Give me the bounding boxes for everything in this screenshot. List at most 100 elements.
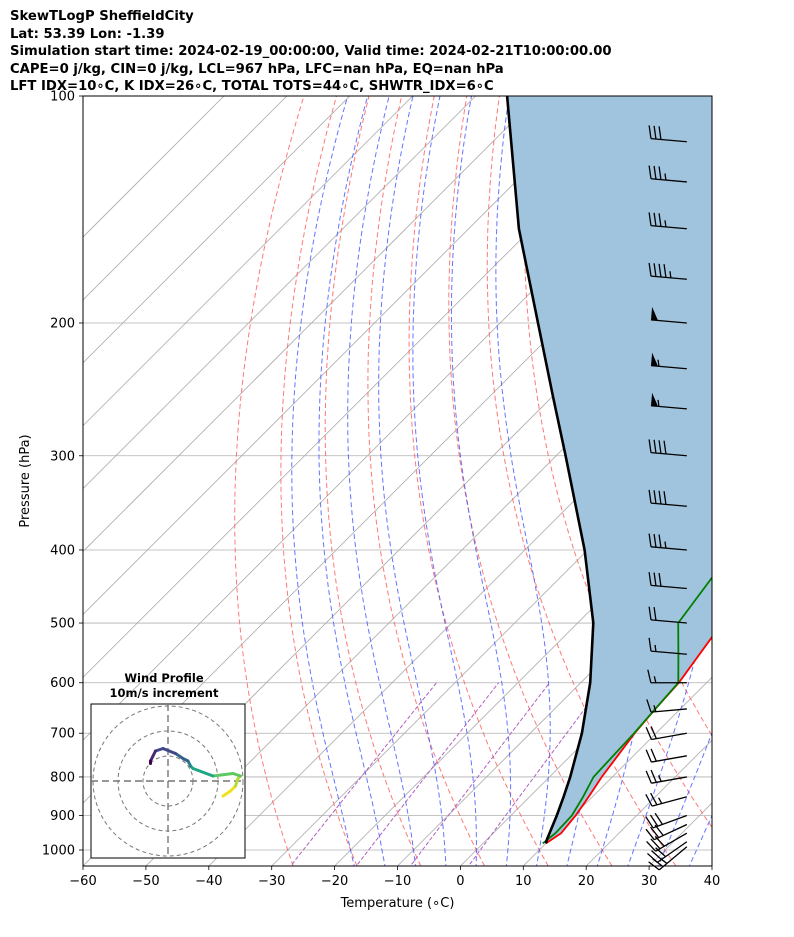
barb-full <box>658 213 662 227</box>
dry-adiabat <box>760 96 794 866</box>
barb-half <box>658 775 662 782</box>
isotherm-line <box>83 96 225 238</box>
dry-adiabat <box>727 96 794 866</box>
barb-staff <box>651 755 687 763</box>
barb-full <box>645 816 654 829</box>
isotherm-line <box>334 488 712 866</box>
y-tick-label: 100 <box>50 90 75 105</box>
moist-adiabat <box>627 96 712 866</box>
isotherm-line <box>397 550 712 866</box>
barb-half <box>657 359 660 367</box>
moist-adiabat <box>291 96 355 866</box>
axes: −60 −50 −40 −30 −20 −10 0 10 20 30 40 100 200 300 400 5… <box>18 90 720 912</box>
x-tick-label: 10 <box>515 874 532 889</box>
wind-barb <box>648 533 687 551</box>
hodograph-subtitle: 10m/s increment <box>110 686 219 700</box>
barb-full <box>663 440 667 455</box>
barb-staff <box>650 584 687 590</box>
barb-staff <box>650 619 687 624</box>
isotherm-line <box>711 865 712 866</box>
mixing-ratio-line <box>355 682 499 866</box>
barb-full <box>650 769 657 783</box>
barb-half <box>664 220 667 228</box>
barb-full <box>653 439 657 454</box>
y-axis-label: Pressure (hPa) <box>18 434 33 527</box>
barb-staff <box>651 796 688 807</box>
y-tick-label: 900 <box>50 809 75 824</box>
wind-barb <box>645 812 688 829</box>
barb-full <box>648 489 652 504</box>
y-tick-label: 600 <box>50 676 75 691</box>
wind-barb <box>645 792 688 807</box>
isotherm-line <box>83 96 413 427</box>
wind-barb <box>645 748 687 763</box>
moist-adiabat <box>378 96 447 866</box>
temperature-line <box>545 635 712 845</box>
wind-barb <box>650 392 687 410</box>
moist-adiabat <box>719 96 794 869</box>
barb-full <box>645 726 652 740</box>
barb-staff <box>650 275 687 280</box>
barb-full <box>650 838 661 850</box>
moist-adiabat <box>450 96 512 866</box>
barb-half <box>654 644 657 652</box>
x-tick-label: −60 <box>69 874 96 889</box>
mixing-ratio-line <box>409 682 550 866</box>
barb-full <box>645 749 652 763</box>
barb-staff <box>655 832 688 852</box>
barb-full <box>653 490 657 504</box>
dry-adiabat <box>367 96 485 866</box>
wind-barb <box>650 352 687 370</box>
barb-half <box>669 271 672 278</box>
x-tick-label: −10 <box>384 874 411 889</box>
barb-full <box>646 699 652 713</box>
barb-flag <box>650 306 658 321</box>
barb-full <box>647 669 652 683</box>
parcel-line <box>505 96 595 844</box>
barb-full <box>658 534 662 548</box>
y-tick-label: 400 <box>50 543 75 558</box>
barb-full <box>650 826 660 838</box>
cape-cin-shading <box>507 96 712 844</box>
mixing-ratio-line <box>467 682 605 866</box>
barb-full <box>653 607 657 621</box>
barb-full <box>648 125 652 139</box>
wind-barb <box>648 165 687 183</box>
wind-barb <box>648 439 687 457</box>
barb-full <box>658 263 662 278</box>
barb-staff <box>650 451 687 457</box>
barb-full <box>645 794 653 807</box>
x-tick-label: 30 <box>641 874 658 889</box>
barb-full <box>663 491 667 505</box>
wind-barb <box>645 769 687 784</box>
barb-full <box>653 165 657 180</box>
indices-line-2: LFT IDX=10∘C, K IDX=26∘C, TOTAL TOTS=44∘… <box>10 79 494 95</box>
y-tick-label: 1000 <box>42 844 75 859</box>
barb-flag <box>650 352 658 367</box>
barb-full <box>654 812 663 825</box>
isotherm-line <box>83 96 539 553</box>
y-tick-label: 300 <box>50 449 75 464</box>
barb-staff <box>652 814 688 829</box>
barb-full <box>658 126 662 140</box>
x-tick-label: 0 <box>456 874 464 889</box>
barb-full <box>653 572 657 586</box>
barb-full <box>645 828 655 841</box>
wind-barb <box>648 572 687 590</box>
wind-barb <box>648 262 687 280</box>
dry-adiabat <box>280 96 358 866</box>
moist-adiabat <box>657 731 712 866</box>
barb-staff <box>650 224 687 230</box>
data-lines <box>505 96 712 845</box>
barb-staff <box>653 823 688 841</box>
isotherm-line <box>145 299 712 866</box>
x-tick-label: −40 <box>195 874 222 889</box>
dewpoint-line <box>542 576 712 845</box>
dry-adiabat <box>234 96 305 866</box>
barb-staff <box>650 650 687 655</box>
dry-adiabat <box>324 96 422 866</box>
wind-barb <box>647 841 688 863</box>
wind-barb <box>646 699 687 713</box>
barb-full <box>658 166 662 180</box>
isotherm-line <box>83 96 351 364</box>
